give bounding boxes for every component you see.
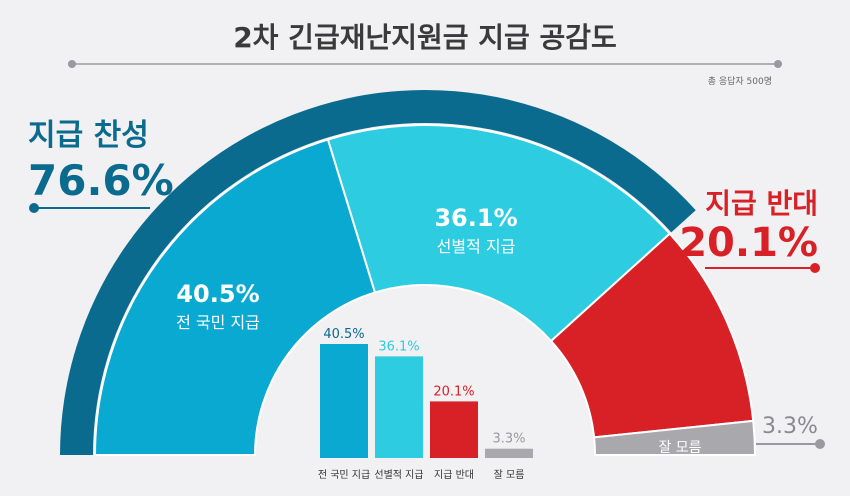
oppose-value: 20.1%	[679, 220, 818, 266]
slice-label-selective: 선별적 지급	[437, 237, 516, 256]
slice-dont-know	[592, 419, 757, 456]
support-label: 지급 찬성	[28, 118, 149, 153]
bar-all-citizens-value: 40.5%	[323, 327, 364, 342]
bar-oppose-value: 20.1%	[433, 384, 474, 399]
support-ring	[60, 90, 696, 455]
slice-value-all-citizens: 40.5%	[176, 280, 259, 308]
bar-dont-know	[485, 448, 533, 458]
bar-all-citizens	[320, 344, 368, 458]
bar-selective-value: 36.1%	[378, 339, 419, 354]
chart-title: 2차 긴급재난지원금 지급 공감도	[233, 21, 617, 54]
bar-all-citizens-category: 전 국민 지급	[318, 469, 370, 481]
sample-size-note: 총 응답자 500명	[707, 77, 772, 87]
dont-know-leader-dot	[815, 439, 825, 449]
slice-selective	[326, 124, 672, 343]
oppose-leader-dot	[810, 263, 820, 273]
slice-label-dont-know: 잘 모름	[658, 440, 701, 456]
bar-oppose-category: 지급 반대	[434, 469, 474, 481]
slice-value-selective: 36.1%	[434, 204, 517, 232]
dont-know-value: 3.3%	[762, 414, 818, 439]
slice-all-citizens	[93, 138, 377, 456]
support-value: 76.6%	[28, 156, 174, 205]
title-underline-dot-left	[68, 60, 76, 68]
bar-dont-know-value: 3.3%	[492, 432, 525, 447]
bar-selective-category: 선별적 지급	[374, 469, 423, 481]
support-leader-dot	[29, 203, 39, 213]
slice-label-all-citizens: 전 국민 지급	[176, 313, 260, 332]
title-underline-dot-right	[774, 60, 782, 68]
bar-dont-know-category: 잘 모름	[494, 469, 525, 481]
bar-oppose	[430, 401, 478, 458]
bar-selective	[375, 356, 423, 458]
oppose-label: 지급 반대	[705, 187, 818, 220]
